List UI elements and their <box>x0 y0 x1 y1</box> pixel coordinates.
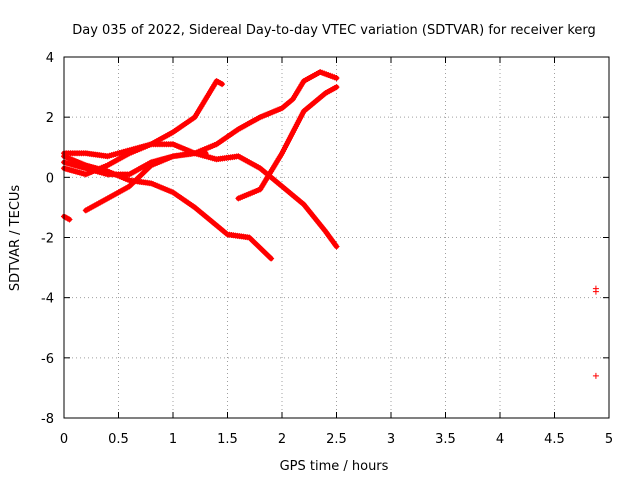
grid <box>64 57 609 418</box>
x-tick-label: 5 <box>605 432 613 447</box>
x-tick-label: 4 <box>496 432 504 447</box>
y-tick-label: 2 <box>46 111 54 126</box>
x-tick-label: 1.5 <box>217 432 238 447</box>
y-tick-label: -6 <box>41 352 54 367</box>
series-trace <box>61 78 225 177</box>
data-point <box>219 81 226 88</box>
series-trace <box>61 213 72 222</box>
series-arc5 <box>82 150 209 214</box>
x-tick-label: 4.5 <box>544 432 565 447</box>
axis-ticks: 0 0.5 1 1.5 2 2.5 3 3.5 4 4.5 5 -8 -6 -4 -2 0 2 4 <box>41 51 613 447</box>
y-tick-label: -8 <box>41 412 54 427</box>
data-point <box>202 150 209 157</box>
data-point <box>333 84 340 91</box>
x-tick-label: 1 <box>169 432 177 447</box>
outlier-point <box>592 288 599 295</box>
series-arc3 <box>61 141 340 250</box>
x-tick-label: 2 <box>278 432 286 447</box>
data-point <box>268 255 275 262</box>
y-tick-label: 4 <box>46 51 54 66</box>
y-tick-label: -2 <box>41 232 54 247</box>
series-arc4 <box>61 69 340 178</box>
series-outliers <box>592 285 599 379</box>
data-point <box>333 75 340 82</box>
data-point <box>66 216 73 223</box>
x-tick-label: 0 <box>60 432 68 447</box>
y-axis-label: SDTVAR / TECUs <box>8 185 23 292</box>
x-tick-label: 3.5 <box>435 432 456 447</box>
x-tick-label: 2.5 <box>326 432 347 447</box>
plot-frame <box>63 56 610 419</box>
data-point <box>333 243 340 250</box>
y-tick-label: 0 <box>46 171 54 186</box>
outlier-point <box>592 372 599 379</box>
x-tick-label: 3 <box>387 432 395 447</box>
series-arc6 <box>235 84 340 202</box>
series-arc7 <box>61 213 73 223</box>
x-axis-label: GPS time / hours <box>280 459 389 474</box>
data-series <box>61 69 599 379</box>
x-tick-label: 0.5 <box>108 432 129 447</box>
y-tick-label: -4 <box>41 292 54 307</box>
chart-title: Day 035 of 2022, Sidereal Day-to-day VTE… <box>72 23 596 38</box>
